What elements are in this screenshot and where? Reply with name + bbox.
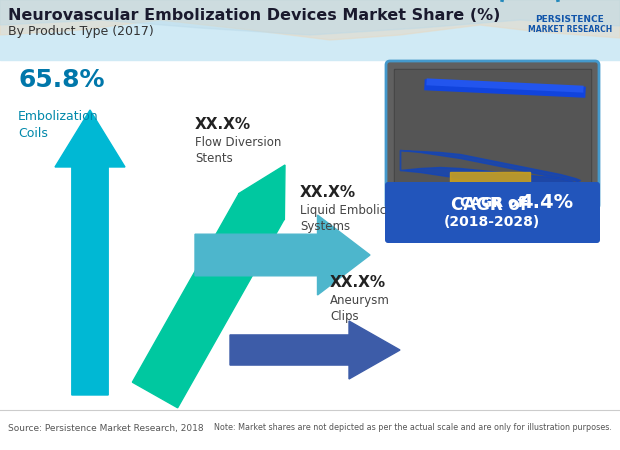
Text: By Product Type (2017): By Product Type (2017) — [8, 26, 154, 39]
Text: XX.X%: XX.X% — [300, 185, 356, 200]
FancyBboxPatch shape — [385, 182, 600, 243]
Text: CAGR of: CAGR of — [451, 196, 533, 214]
Text: Flow Diversion
Stents: Flow Diversion Stents — [195, 136, 281, 165]
Text: CAGR of: CAGR of — [460, 196, 528, 210]
Text: 65.8%: 65.8% — [18, 68, 105, 92]
Text: (2018-2028): (2018-2028) — [444, 215, 540, 229]
Polygon shape — [230, 321, 400, 379]
Text: PERSISTENCE: PERSISTENCE — [536, 15, 604, 24]
Polygon shape — [132, 165, 285, 408]
Text: XX.X%: XX.X% — [195, 117, 251, 132]
FancyBboxPatch shape — [386, 61, 599, 209]
Bar — [395, 70, 590, 200]
Bar — [0, 0, 620, 60]
Text: Liquid Embolic
Systems: Liquid Embolic Systems — [300, 204, 386, 233]
Text: Neurovascular Embolization Devices Market Share (%): Neurovascular Embolization Devices Marke… — [8, 8, 500, 22]
Text: Note: Market shares are not depicted as per the actual scale and are only for il: Note: Market shares are not depicted as … — [214, 423, 612, 432]
Polygon shape — [0, 0, 620, 35]
Text: Source: Persistence Market Research, 2018: Source: Persistence Market Research, 201… — [8, 423, 203, 432]
Text: MARKET RESEARCH: MARKET RESEARCH — [528, 24, 612, 33]
Text: 4.4%: 4.4% — [519, 194, 573, 212]
Polygon shape — [0, 0, 620, 40]
Text: Embolization
Coils: Embolization Coils — [18, 110, 99, 140]
Bar — [394, 69, 591, 201]
Bar — [450, 172, 530, 192]
Polygon shape — [55, 110, 125, 395]
Text: Aneurysm
Clips: Aneurysm Clips — [330, 294, 390, 323]
Text: XX.X%: XX.X% — [330, 275, 386, 290]
Polygon shape — [195, 215, 370, 295]
